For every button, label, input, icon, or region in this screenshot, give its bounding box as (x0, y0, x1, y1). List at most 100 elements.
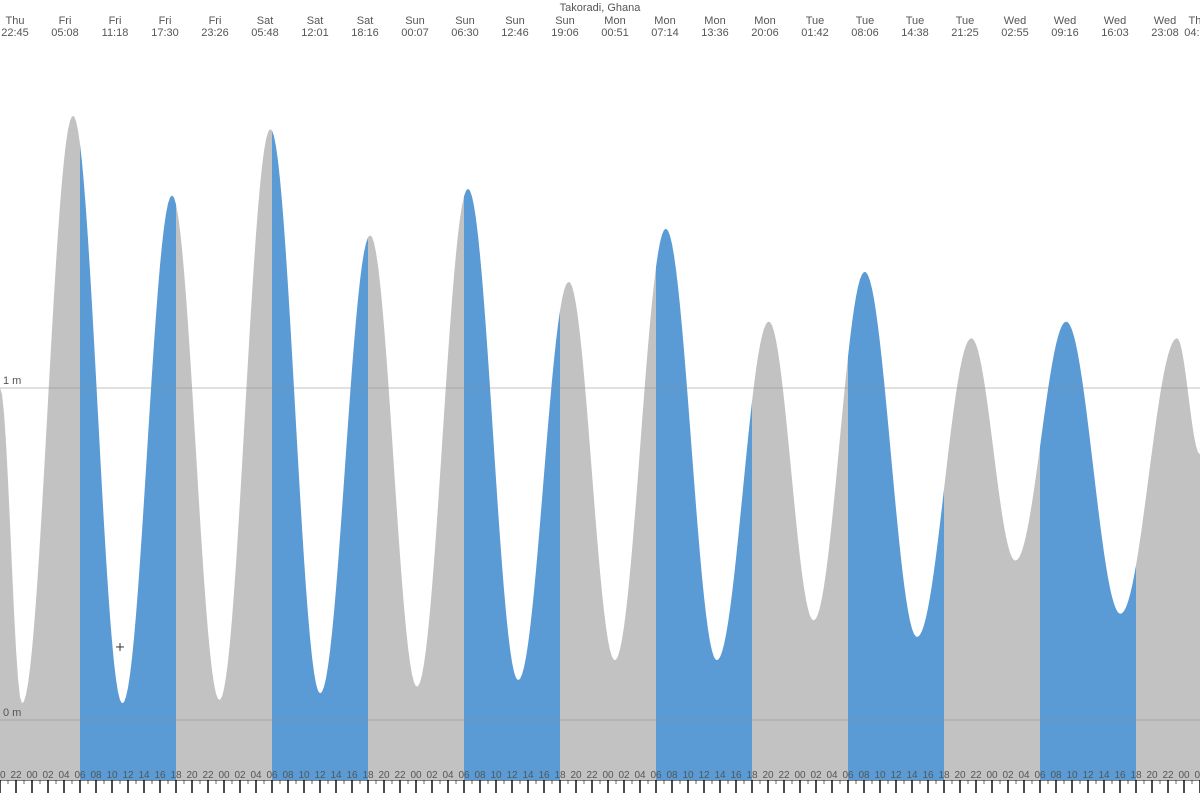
hour-tick-label: 20 (570, 770, 582, 781)
hour-tick-label: 20 (378, 770, 390, 781)
header-time: 12:01 (301, 27, 329, 39)
header-day: Sat (307, 15, 324, 27)
hour-tick-label: 14 (714, 770, 726, 781)
header-time: 09:16 (1051, 27, 1079, 39)
hour-tick-label: 06 (266, 770, 278, 781)
hour-tick-label: 06 (458, 770, 470, 781)
header-day: Sat (357, 15, 374, 27)
header-day: Sat (257, 15, 274, 27)
y-axis-label: 1 m (3, 375, 21, 387)
hour-tick-label: 18 (170, 770, 182, 781)
header-day: Fri (159, 15, 172, 27)
hour-tick-label: 06 (74, 770, 86, 781)
header-time: 14:38 (901, 27, 929, 39)
header-day: Tue (906, 15, 925, 27)
header-day: Fri (209, 15, 222, 27)
header-day: Mon (604, 15, 625, 27)
hour-tick-label: 00 (26, 770, 38, 781)
hour-tick-label: 18 (554, 770, 566, 781)
header-day: Sun (505, 15, 525, 27)
header-time: 05:48 (251, 27, 279, 39)
header-time: 21:25 (951, 27, 979, 39)
header-time: 07:14 (651, 27, 679, 39)
y-axis-label: 0 m (3, 707, 21, 719)
hour-tick-label: 18 (1130, 770, 1142, 781)
header-time: 13:36 (701, 27, 729, 39)
hour-tick-label: 16 (730, 770, 742, 781)
hour-tick-label: 16 (1114, 770, 1126, 781)
header-day: Mon (654, 15, 675, 27)
hour-tick-label: 10 (682, 770, 694, 781)
header-day: Wed (1154, 15, 1176, 27)
hour-tick-label: 02 (1002, 770, 1014, 781)
hour-tick-label: 08 (90, 770, 102, 781)
header-day: Thu (1189, 15, 1200, 27)
hour-tick-label: 22 (202, 770, 214, 781)
hour-tick-label: 08 (474, 770, 486, 781)
header-day: Sun (455, 15, 475, 27)
hour-tick-label: 16 (922, 770, 934, 781)
header-day: Thu (6, 15, 25, 27)
hour-tick-label: 18 (362, 770, 374, 781)
header-time: 08:06 (851, 27, 879, 39)
header-day: Tue (806, 15, 825, 27)
hour-tick-label: 14 (330, 770, 342, 781)
hour-tick-label: 08 (666, 770, 678, 781)
header-time: 00:07 (401, 27, 429, 39)
header-time: 12:46 (501, 27, 529, 39)
chart-title: Takoradi, Ghana (560, 2, 642, 14)
hour-tick-label: 02 (426, 770, 438, 781)
tide-chart: 0 m 1 m 20 22 00 02 04 06 08 10 12 14 16 18 20 22 00 02 04… (0, 0, 1200, 800)
hour-tick-label: 20 (762, 770, 774, 781)
hour-tick-label: 04 (634, 770, 646, 781)
hour-tick-label: 12 (314, 770, 326, 781)
header-time: 00:51 (601, 27, 629, 39)
header-time: 23:26 (201, 27, 229, 39)
hour-tick-label: 22 (10, 770, 22, 781)
header-time: 16:03 (1101, 27, 1129, 39)
header-day: Mon (704, 15, 725, 27)
hour-tick-label: 12 (890, 770, 902, 781)
header-time: 23:08 (1151, 27, 1179, 39)
hour-tick-label: 22 (394, 770, 406, 781)
hour-tick-label: 16 (154, 770, 166, 781)
hour-tick-label: 20 (954, 770, 966, 781)
header-time: 01:42 (801, 27, 829, 39)
header-time: 19:06 (551, 27, 579, 39)
header-time: 06:30 (451, 27, 479, 39)
header-day: Sun (405, 15, 425, 27)
header-day: Fri (109, 15, 122, 27)
hour-tick-label: 16 (346, 770, 358, 781)
hour-tick-label: 00 (1178, 770, 1190, 781)
hour-tick-label: 02 (810, 770, 822, 781)
hour-tick-label: 08 (1050, 770, 1062, 781)
hour-tick-label: 20 (186, 770, 198, 781)
hour-tick-label: 10 (1066, 770, 1078, 781)
hour-tick-label: 04 (58, 770, 70, 781)
hour-tick-label: 10 (874, 770, 886, 781)
hour-tick-label: 20 (0, 770, 6, 781)
hour-tick-label: 10 (298, 770, 310, 781)
header-day: Mon (754, 15, 775, 27)
header-time: 17:30 (151, 27, 179, 39)
hour-tick-label: 12 (506, 770, 518, 781)
hour-tick-label: 14 (138, 770, 150, 781)
tide-chart-svg: 0 m 1 m 20 22 00 02 04 06 08 10 12 14 16 18 20 22 00 02 04… (0, 0, 1200, 800)
hour-tick-label: 14 (906, 770, 918, 781)
header-day: Wed (1004, 15, 1026, 27)
hour-tick-label: 10 (106, 770, 118, 781)
header-day: Wed (1054, 15, 1076, 27)
hour-tick-label: 12 (122, 770, 134, 781)
hour-tick-label: 16 (538, 770, 550, 781)
hour-tick-label: 12 (698, 770, 710, 781)
hour-tick-label: 14 (1098, 770, 1110, 781)
hour-tick-label: 22 (970, 770, 982, 781)
hour-tick-label: 02 (234, 770, 246, 781)
header-day: Sun (555, 15, 575, 27)
header-time: 05:08 (51, 27, 79, 39)
header-time: 20:06 (751, 27, 779, 39)
hour-tick-label: 02 (618, 770, 630, 781)
header-day: Wed (1104, 15, 1126, 27)
hour-tick-label: 22 (778, 770, 790, 781)
hour-tick-label: 00 (602, 770, 614, 781)
